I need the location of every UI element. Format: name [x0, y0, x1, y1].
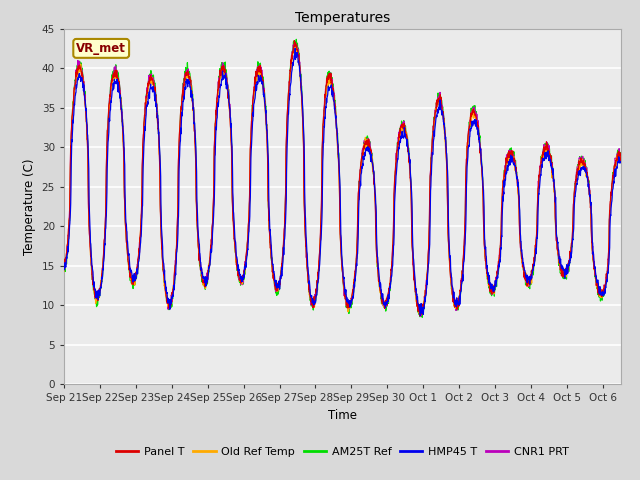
HMP45 T — [617, 159, 625, 165]
Text: VR_met: VR_met — [76, 42, 126, 55]
CNR1 PRT — [291, 39, 299, 45]
Old Ref Temp — [601, 283, 609, 288]
HMP45 T — [417, 312, 424, 318]
Old Ref Temp — [291, 43, 299, 48]
Old Ref Temp — [602, 283, 609, 289]
AM25T Ref — [601, 288, 609, 294]
Panel T — [601, 283, 609, 288]
AM25T Ref — [419, 314, 426, 320]
Panel T — [60, 260, 68, 266]
Old Ref Temp — [331, 108, 339, 114]
Line: Panel T: Panel T — [64, 41, 621, 315]
Old Ref Temp — [60, 268, 68, 274]
AM25T Ref — [617, 152, 625, 157]
Old Ref Temp — [88, 273, 96, 278]
AM25T Ref — [499, 186, 507, 192]
Panel T — [316, 240, 324, 245]
Line: Old Ref Temp: Old Ref Temp — [64, 46, 621, 314]
AM25T Ref — [292, 36, 300, 42]
HMP45 T — [499, 193, 507, 199]
Panel T — [617, 158, 625, 164]
Old Ref Temp — [316, 236, 324, 242]
Line: CNR1 PRT: CNR1 PRT — [64, 42, 621, 316]
Old Ref Temp — [415, 311, 423, 317]
Panel T — [416, 312, 424, 318]
CNR1 PRT — [60, 262, 68, 268]
Line: HMP45 T: HMP45 T — [64, 48, 621, 315]
HMP45 T — [602, 290, 609, 296]
Line: AM25T Ref: AM25T Ref — [64, 39, 621, 317]
X-axis label: Time: Time — [328, 408, 357, 421]
CNR1 PRT — [331, 107, 339, 113]
Panel T — [499, 183, 507, 189]
Old Ref Temp — [617, 159, 625, 165]
Title: Temperatures: Temperatures — [295, 11, 390, 25]
AM25T Ref — [88, 277, 96, 283]
CNR1 PRT — [417, 313, 424, 319]
Old Ref Temp — [499, 184, 507, 190]
CNR1 PRT — [601, 286, 609, 291]
HMP45 T — [291, 45, 299, 51]
HMP45 T — [331, 110, 339, 116]
AM25T Ref — [316, 240, 324, 245]
CNR1 PRT — [602, 287, 609, 293]
Panel T — [88, 277, 96, 283]
Panel T — [331, 102, 339, 108]
Y-axis label: Temperature (C): Temperature (C) — [23, 158, 36, 255]
HMP45 T — [60, 260, 68, 266]
AM25T Ref — [331, 97, 339, 103]
AM25T Ref — [602, 285, 609, 290]
CNR1 PRT — [617, 151, 625, 156]
HMP45 T — [316, 250, 324, 256]
AM25T Ref — [60, 267, 68, 273]
Panel T — [291, 38, 298, 44]
HMP45 T — [601, 287, 609, 292]
Panel T — [602, 284, 609, 289]
CNR1 PRT — [88, 270, 96, 276]
HMP45 T — [88, 266, 96, 272]
CNR1 PRT — [499, 183, 507, 189]
Legend: Panel T, Old Ref Temp, AM25T Ref, HMP45 T, CNR1 PRT: Panel T, Old Ref Temp, AM25T Ref, HMP45 … — [112, 443, 573, 462]
CNR1 PRT — [316, 238, 324, 243]
